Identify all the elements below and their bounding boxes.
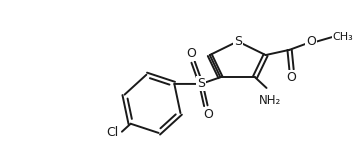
Text: O: O [203, 108, 213, 121]
Text: S: S [197, 77, 205, 90]
Text: CH₃: CH₃ [333, 32, 353, 42]
Text: S: S [234, 35, 242, 48]
Text: NH₂: NH₂ [259, 94, 281, 107]
Text: O: O [186, 47, 196, 60]
Text: Cl: Cl [106, 126, 118, 139]
Text: O: O [287, 71, 296, 84]
Text: O: O [306, 35, 316, 48]
